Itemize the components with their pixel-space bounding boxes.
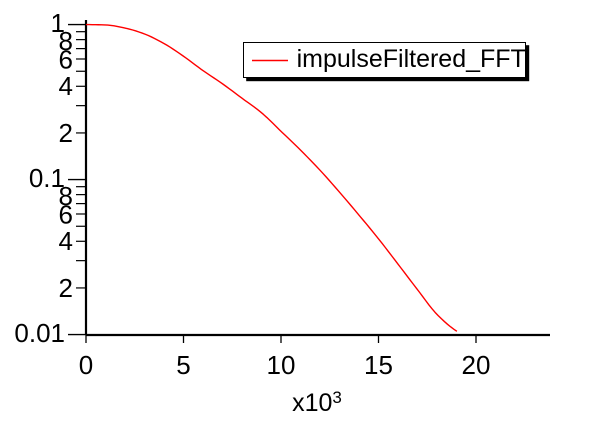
svg-text:0.01: 0.01 <box>14 318 65 348</box>
svg-text:10: 10 <box>267 350 296 380</box>
svg-text:x103: x103 <box>292 388 342 416</box>
svg-text:0: 0 <box>79 350 93 380</box>
svg-text:15: 15 <box>364 350 393 380</box>
svg-text:20: 20 <box>462 350 491 380</box>
svg-text:2: 2 <box>59 118 73 148</box>
svg-text:2: 2 <box>59 273 73 303</box>
svg-text:4: 4 <box>59 226 73 256</box>
svg-text:5: 5 <box>176 350 190 380</box>
svg-text:4: 4 <box>59 71 73 101</box>
